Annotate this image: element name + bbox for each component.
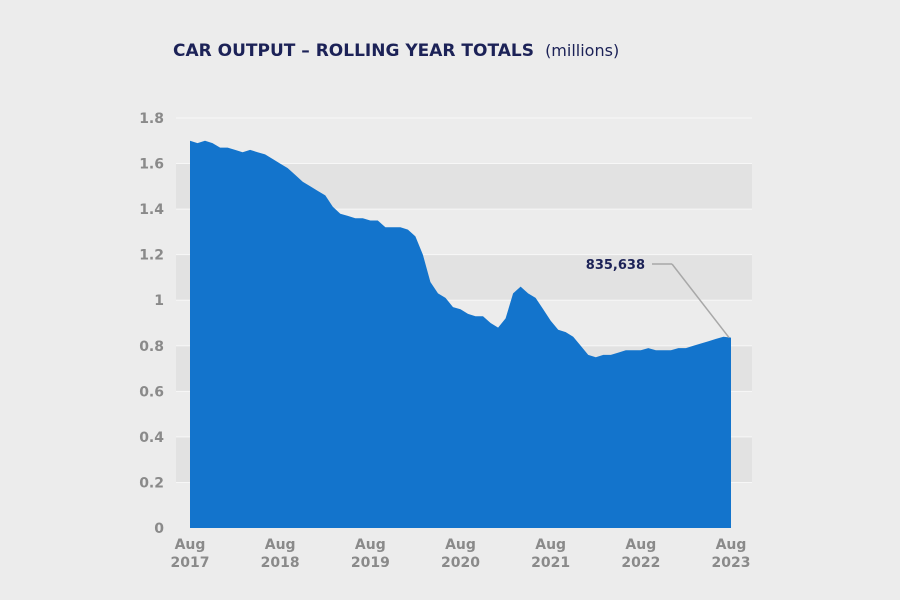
y-tick-label: 0.6 bbox=[139, 384, 164, 400]
callout-label: 835,638 bbox=[586, 258, 645, 273]
callout-leader-diagonal bbox=[671, 263, 730, 339]
y-tick-label: 0.4 bbox=[139, 430, 164, 446]
y-tick-label: 1.2 bbox=[139, 248, 164, 264]
x-tick-label: Aug 2023 bbox=[712, 537, 751, 571]
x-tick-label: Aug 2019 bbox=[351, 537, 390, 571]
y-tick-label: 1.6 bbox=[139, 157, 164, 173]
y-tick-label: 0.8 bbox=[139, 339, 164, 355]
chart-title-main: CAR OUTPUT – ROLLING YEAR TOTALS bbox=[173, 41, 534, 61]
y-tick-label: 0 bbox=[154, 521, 164, 537]
x-axis-labels: Aug 2017 Aug 2018 Aug 2019 Aug 2020 Aug 2021 Aug 20… bbox=[171, 537, 751, 571]
y-tick-label: 1.8 bbox=[139, 111, 164, 127]
output-area bbox=[190, 140, 731, 529]
chart-title-unit: (millions) bbox=[545, 41, 619, 60]
callout: 835,638 bbox=[586, 258, 730, 339]
y-tick-label: 0.2 bbox=[139, 475, 164, 491]
y-tick-label: 1 bbox=[154, 293, 164, 309]
x-tick-label: Aug 2022 bbox=[621, 537, 660, 571]
y-tick-label: 1.4 bbox=[139, 202, 164, 218]
chart-title: CAR OUTPUT – ROLLING YEAR TOTALS (millio… bbox=[173, 41, 619, 61]
x-tick-label: Aug 2021 bbox=[531, 537, 570, 571]
y-axis-labels: 0 0.2 0.4 0.6 0.8 1 1.2 1.4 1.6 1.8 bbox=[139, 111, 164, 537]
x-tick-label: Aug 2018 bbox=[261, 537, 300, 571]
x-tick-label: Aug 2017 bbox=[171, 537, 210, 571]
x-tick-label: Aug 2020 bbox=[441, 537, 480, 571]
